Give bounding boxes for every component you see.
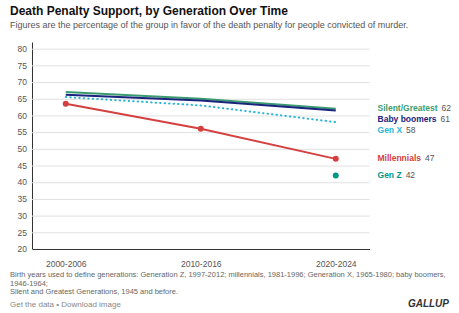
- y-tick-label: 80: [18, 44, 28, 54]
- series-label: Gen Z: [378, 170, 402, 180]
- y-tick: 20: [18, 244, 370, 254]
- text-line: Death Penalty Support, by Generation Ove…: [10, 4, 288, 18]
- x-axis-line: [33, 249, 371, 250]
- y-tick: 45: [18, 161, 370, 171]
- series-label: Silent/Greatest: [378, 103, 438, 113]
- y-tick-label: 50: [18, 144, 28, 154]
- subtitle: Figures are the percentage of the group …: [10, 20, 408, 30]
- y-tick: 80: [18, 44, 370, 54]
- grid-line: [32, 132, 370, 133]
- y-tick: 30: [18, 211, 370, 221]
- end-value-label: 58: [406, 125, 416, 135]
- text-line: Silent and Greatest Generations, 1945 an…: [10, 287, 178, 296]
- grid-line: [32, 182, 370, 183]
- x-tick: 2010-2016: [181, 259, 222, 269]
- y-tick: 75: [18, 61, 370, 71]
- end-labels: Silent/Greatest 62 Baby boomers 61 Gen X58 Mi…: [378, 103, 452, 180]
- y-tick: 35: [18, 194, 370, 204]
- x-tick: 2020-2024: [316, 259, 357, 269]
- y-tick-label: 55: [18, 127, 28, 137]
- grid-line: [32, 232, 370, 233]
- x-tick-label: 2000-2006: [46, 259, 87, 269]
- footnote: Birth years used to define generations: …: [10, 270, 446, 288]
- series-label: Gen X: [378, 125, 403, 135]
- credit: Get the data • Download image: [10, 300, 121, 309]
- series-marker: [333, 156, 339, 162]
- chart: Death Penalty Support, by Generation Ove…: [0, 0, 459, 313]
- y-axis: 20 25 30 35 40 45 50 55 60 65 70 75 80: [18, 43, 370, 255]
- series-line: [66, 95, 336, 111]
- grid-line: [32, 115, 370, 116]
- y-axis-line: [32, 43, 33, 250]
- end-value-label: 62: [442, 103, 452, 113]
- y-tick-label: 45: [18, 161, 28, 171]
- grid-line: [32, 65, 370, 66]
- series-line: [66, 97, 336, 122]
- y-tick-label: 25: [18, 228, 28, 238]
- end-value-label: 42: [406, 170, 416, 180]
- y-tick: 70: [18, 77, 370, 87]
- series-label: Millennials: [378, 153, 422, 163]
- series-marker: [63, 101, 69, 107]
- y-tick-label: 20: [18, 244, 28, 254]
- footnote: Silent and Greatest Generations, 1945 an…: [10, 287, 178, 296]
- grid-line: [32, 249, 370, 250]
- grid-line: [32, 216, 370, 217]
- end-value-label: 61: [441, 114, 451, 124]
- brand: GALLUP: [408, 298, 449, 309]
- y-tick: 50: [18, 144, 370, 154]
- x-axis: 2000-2006 2010-2016 2020-2024: [33, 250, 371, 270]
- plot: 20 25 30 35 40 45 50 55 60 65 70 75 80 2000-2006 2010-…: [18, 43, 371, 270]
- y-tick-label: 30: [18, 211, 28, 221]
- y-tick-label: 75: [18, 61, 28, 71]
- y-tick: 55: [18, 127, 370, 137]
- x-tick-label: 2010-2016: [181, 259, 222, 269]
- text-line: Birth years used to define generations: …: [10, 270, 446, 279]
- series-line: [66, 104, 336, 159]
- y-tick-label: 70: [18, 77, 28, 87]
- series-marker: [333, 173, 339, 179]
- y-tick-label: 40: [18, 177, 28, 187]
- title: Death Penalty Support, by Generation Ove…: [10, 4, 288, 18]
- series-label: Baby boomers: [378, 114, 437, 124]
- text-line: Figures are the percentage of the group …: [10, 20, 408, 30]
- grid-line: [32, 49, 370, 50]
- y-tick-label: 60: [18, 111, 28, 121]
- x-tick: 2000-2006: [46, 259, 87, 269]
- y-tick: 25: [18, 228, 370, 238]
- y-tick-label: 65: [18, 94, 28, 104]
- grid-line: [32, 199, 370, 200]
- y-tick-label: 35: [18, 194, 28, 204]
- x-tick-label: 2020-2024: [316, 259, 357, 269]
- grid-line: [32, 82, 370, 83]
- series-marker: [198, 126, 204, 132]
- end-value-label: 47: [425, 153, 435, 163]
- marks: [63, 92, 339, 178]
- grid-line: [32, 149, 370, 150]
- y-tick: 40: [18, 177, 370, 187]
- grid-line: [32, 166, 370, 167]
- chart-container: Death Penalty Support, by Generation Ove…: [0, 0, 459, 313]
